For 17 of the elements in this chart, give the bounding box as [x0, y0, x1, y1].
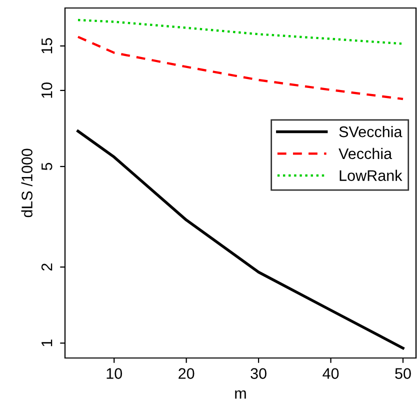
x-tick-label: 40	[322, 368, 339, 379]
y-tick-label: 2	[41, 264, 52, 271]
y-tick-label: 15	[42, 38, 52, 54]
x-tick-label: 10	[106, 368, 122, 379]
y-tick-label: 1	[42, 340, 52, 346]
x-tick-label: 20	[178, 368, 194, 379]
legend-label: LowRank	[340, 170, 402, 181]
x-axis-title: m	[235, 390, 246, 399]
legend-label: Vecchia	[338, 148, 392, 160]
x-tick-label: 30	[250, 368, 266, 379]
y-tick-label: 5	[42, 162, 52, 170]
legend-label: SVecchia	[339, 126, 402, 138]
y-tick-label: 10	[41, 82, 52, 98]
y-axis-title: dLS /1000	[21, 148, 32, 218]
x-tick-label: 50	[395, 368, 411, 379]
line-series	[76, 18, 404, 45]
line-series	[76, 36, 404, 100]
